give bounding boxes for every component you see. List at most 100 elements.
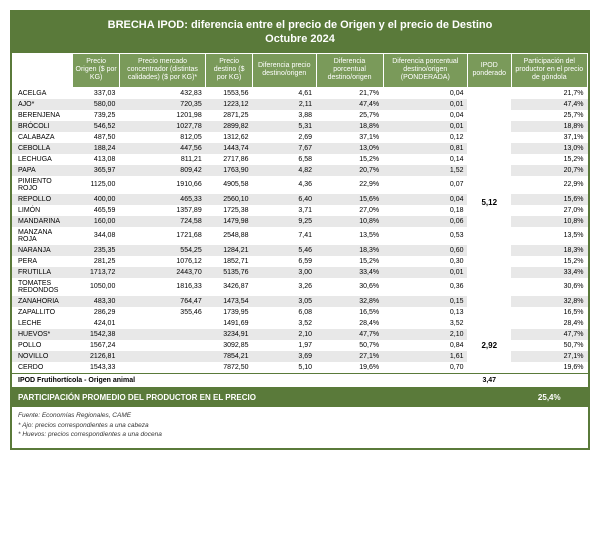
row-cell: 7,67 [253, 143, 316, 154]
ipod-merged: 5,12 [467, 87, 511, 318]
row-cell: 2899,82 [206, 121, 253, 132]
footer-value: 25,4% [511, 387, 587, 407]
row-cell: 25,7% [316, 110, 383, 121]
row-cell: 50,7% [316, 340, 383, 351]
row-cell: 0,53 [383, 227, 467, 245]
row-cell: 1721,68 [119, 227, 205, 245]
row-cell: 9,25 [253, 216, 316, 227]
row-cell: 2548,88 [206, 227, 253, 245]
row-cell: 2443,70 [119, 267, 205, 278]
row-name: CERDO [12, 362, 73, 374]
row-cell: 27,1% [511, 351, 587, 362]
row-cell: 365,97 [73, 165, 119, 176]
row-name: BRÓCOLI [12, 121, 73, 132]
row-cell: 809,42 [119, 165, 205, 176]
row-cell: 1479,98 [206, 216, 253, 227]
row-cell: 10,8% [316, 216, 383, 227]
col-h6: Diferencia porcentual destino/origen (PO… [383, 53, 467, 87]
row-cell: 30,6% [316, 278, 383, 296]
row-cell [119, 351, 205, 362]
row-cell: 1,52 [383, 165, 467, 176]
row-cell: 1491,69 [206, 318, 253, 329]
row-cell: 2871,25 [206, 110, 253, 121]
row-cell: 6,08 [253, 307, 316, 318]
row-cell: 13,0% [511, 143, 587, 154]
row-cell: 47,4% [316, 99, 383, 110]
row-cell: 1739,95 [206, 307, 253, 318]
row-cell: 0,14 [383, 154, 467, 165]
row-cell: 3,71 [253, 205, 316, 216]
row-cell: 286,29 [73, 307, 119, 318]
footer-label: PARTICIPACIÓN PROMEDIO DEL PRODUCTOR EN … [12, 387, 511, 407]
row-cell: 724,58 [119, 216, 205, 227]
section-blank [511, 373, 587, 387]
row-cell: 18,3% [511, 245, 587, 256]
header-row: Precio Origen ($ por KG) Precio mercado … [12, 53, 588, 87]
row-cell: 27,1% [316, 351, 383, 362]
footer-row: PARTICIPACIÓN PROMEDIO DEL PRODUCTOR EN … [12, 387, 588, 407]
row-cell: 15,6% [316, 194, 383, 205]
row-cell: 1816,33 [119, 278, 205, 296]
row-name: MANZANA ROJA [12, 227, 73, 245]
header-corner [12, 53, 73, 87]
row-cell: 355,46 [119, 307, 205, 318]
row-cell: 13,5% [511, 227, 587, 245]
col-h3: Precio destino ($ por KG) [206, 53, 253, 87]
title-line2: Octubre 2024 [16, 32, 584, 46]
row-cell: 2,10 [383, 329, 467, 340]
row-cell: 30,6% [511, 278, 587, 296]
row-cell: 0,01 [383, 99, 467, 110]
row-cell: 21,7% [511, 87, 587, 99]
row-cell: 5,10 [253, 362, 316, 374]
row-name: POLLO [12, 340, 73, 351]
row-cell: 3,52 [383, 318, 467, 329]
row-cell: 1,97 [253, 340, 316, 351]
row-cell: 4,82 [253, 165, 316, 176]
row-cell: 20,7% [316, 165, 383, 176]
row-name: AJO* [12, 99, 73, 110]
row-name: NARANJA [12, 245, 73, 256]
row-name: ZANAHORIA [12, 296, 73, 307]
row-cell: 5,46 [253, 245, 316, 256]
row-cell: 0,01 [383, 267, 467, 278]
row-cell: 1223,12 [206, 99, 253, 110]
row-name: LECHE [12, 318, 73, 329]
row-cell: 1725,38 [206, 205, 253, 216]
row-name: ACELGA [12, 87, 73, 99]
row-cell: 50,7% [511, 340, 587, 351]
row-cell: 2560,10 [206, 194, 253, 205]
row-cell: 546,52 [73, 121, 119, 132]
col-h2: Precio mercado concentrador (distintas c… [119, 53, 205, 87]
row-cell: 33,4% [511, 267, 587, 278]
row-name: TOMATES REDONDOS [12, 278, 73, 296]
row-cell: 1,61 [383, 351, 467, 362]
row-cell: 0,06 [383, 216, 467, 227]
row-cell: 3,05 [253, 296, 316, 307]
row-cell: 413,08 [73, 154, 119, 165]
row-name: MANDARINA [12, 216, 73, 227]
row-cell: 465,59 [73, 205, 119, 216]
row-cell: 487,50 [73, 132, 119, 143]
col-h5: Diferencia porcentual destino/origen [316, 53, 383, 87]
row-cell: 16,5% [316, 307, 383, 318]
row-cell: 2,11 [253, 99, 316, 110]
row-cell: 3092,85 [206, 340, 253, 351]
col-h4: Diferencia precio destino/origen [253, 53, 316, 87]
row-cell: 554,25 [119, 245, 205, 256]
row-cell: 1473,54 [206, 296, 253, 307]
row-cell: 15,6% [511, 194, 587, 205]
col-h8: Participación del productor en el precio… [511, 53, 587, 87]
row-name: CALABAZA [12, 132, 73, 143]
row-cell: 1553,56 [206, 87, 253, 99]
row-cell: 0,18 [383, 205, 467, 216]
section-value: 3,47 [467, 373, 511, 387]
row-cell: 37,1% [511, 132, 587, 143]
table-row: LECHE424,011491,693,5228,4%3,522,9228,4% [12, 318, 588, 329]
row-cell: 2717,86 [206, 154, 253, 165]
ipod-merged: 2,92 [467, 318, 511, 374]
row-cell: 812,05 [119, 132, 205, 143]
row-name: NOVILLO [12, 351, 73, 362]
row-cell: 811,21 [119, 154, 205, 165]
row-cell: 344,08 [73, 227, 119, 245]
row-cell: 6,40 [253, 194, 316, 205]
